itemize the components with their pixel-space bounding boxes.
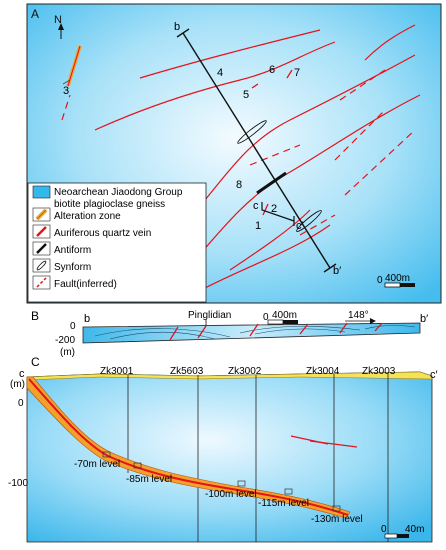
legend-gneiss-line1: Neoarchean Jiaodong Group: [54, 187, 183, 198]
legend-fault-icon: [36, 277, 47, 288]
section-b-scale-zero: 0: [263, 312, 269, 323]
legend-vein-label: Auriferous quartz vein: [54, 228, 151, 239]
section-b-scale-label: 400m: [272, 310, 297, 321]
section-c-surface: [26, 371, 433, 381]
legend-gneiss-line2: biotite plagioclase gneiss: [54, 199, 165, 210]
site-number-4: 4: [217, 67, 223, 79]
panel-b-section: B b b′ Pinglidian 0 -200 (m) 0 400: [31, 309, 428, 358]
section-c-scale-zero: 0: [381, 524, 387, 535]
map-a-scale-bar: [384, 282, 415, 288]
section-b-place: Pinglidian: [188, 310, 231, 321]
panel-c-letter: C: [31, 355, 40, 369]
level-label-130: -130m level: [311, 514, 363, 525]
section-b-y-unit: (m): [60, 347, 75, 358]
north-label: N: [54, 14, 62, 26]
borehole-zk3002: Zk3002: [228, 366, 262, 377]
inferred-fault-traces: [61, 69, 416, 236]
section-b-veins: [169, 322, 383, 341]
panel-c-section: C Zk3001 Zk5603 Zk3002 Zk3004 Zk3003 c c…: [8, 355, 438, 543]
section-line-c: [261, 202, 295, 226]
section-b-start-label: b: [174, 21, 180, 33]
vein-ticks: [251, 69, 293, 216]
section-c-y-unit: (m): [10, 379, 25, 390]
level-label-70: -70m level: [74, 459, 120, 470]
legend-vein-icon: [36, 226, 47, 237]
antiform-symbol-icon: [256, 171, 287, 195]
section-c-scale-label: 40m: [405, 524, 424, 535]
legend-synform-label: Synform: [54, 262, 91, 273]
section-c-body: [26, 371, 433, 543]
level-label-85: -85m level: [126, 474, 172, 485]
panel-a-letter: A: [31, 7, 39, 21]
section-c-end: c′: [430, 369, 438, 381]
section-b-scale-bar: [267, 319, 298, 325]
legend-gneiss-swatch: [32, 185, 51, 199]
borehole-zk3003: Zk3003: [362, 366, 396, 377]
section-b-y-minus: -200: [55, 335, 75, 346]
site-number-3: 3: [63, 85, 69, 97]
panel-b-letter: B: [31, 309, 39, 323]
section-b-y-zero: 0: [70, 321, 76, 332]
borehole-zk3004: Zk3004: [306, 366, 340, 377]
map-a-scale-zero: 0: [377, 275, 383, 286]
section-c-y-minus: -100: [8, 478, 28, 489]
level-label-115: -115m level: [258, 498, 309, 509]
section-c-start: c: [19, 368, 25, 380]
azimuth-arrow-icon: [345, 318, 376, 324]
site-number-7: 7: [294, 67, 300, 79]
synform-symbol-icon: [237, 120, 322, 232]
site-number-6: 6: [269, 64, 275, 76]
site-number-2: 2: [271, 203, 277, 215]
section-b-start: b: [84, 313, 90, 325]
legend-antiform-label: Antiform: [54, 245, 91, 256]
borehole-zk3001: Zk3001: [100, 366, 134, 377]
legend-box: [27, 182, 207, 303]
site-number-1: 1: [255, 220, 261, 232]
north-arrow-icon: [58, 23, 64, 39]
section-b-end: b′: [420, 313, 428, 325]
legend-antiform-icon: [36, 243, 47, 254]
section-c-level-markers: [102, 451, 341, 512]
section-c-start-label: c: [253, 200, 259, 212]
section-b-end-label: b′: [333, 265, 341, 277]
site-number-8: 8: [236, 179, 242, 191]
site-number-5: 5: [243, 89, 249, 101]
section-c-vein-lenses: [290, 435, 358, 448]
legend-fault-label: Fault(inferred): [54, 279, 117, 290]
borehole-zk5603: Zk5603: [170, 366, 204, 377]
orebody-3: [62, 45, 82, 87]
section-b-azimuth: 148°: [348, 310, 369, 321]
map-a-scale-label: 400m: [385, 273, 410, 284]
legend: Neoarchean Jiaodong Group biotite plagio…: [27, 182, 207, 303]
borehole-lines: [127, 374, 389, 542]
section-c-y-zero: 0: [18, 398, 24, 409]
section-line-b: [182, 32, 331, 269]
legend-synform-icon: [36, 260, 47, 271]
level-label-100: -100m level: [205, 489, 257, 500]
section-c-scale-bar: [384, 533, 409, 539]
legend-alteration-label: Alteration zone: [54, 211, 121, 222]
panel-a-map: A N: [26, 3, 442, 304]
section-c-end-label: c′: [296, 220, 304, 232]
